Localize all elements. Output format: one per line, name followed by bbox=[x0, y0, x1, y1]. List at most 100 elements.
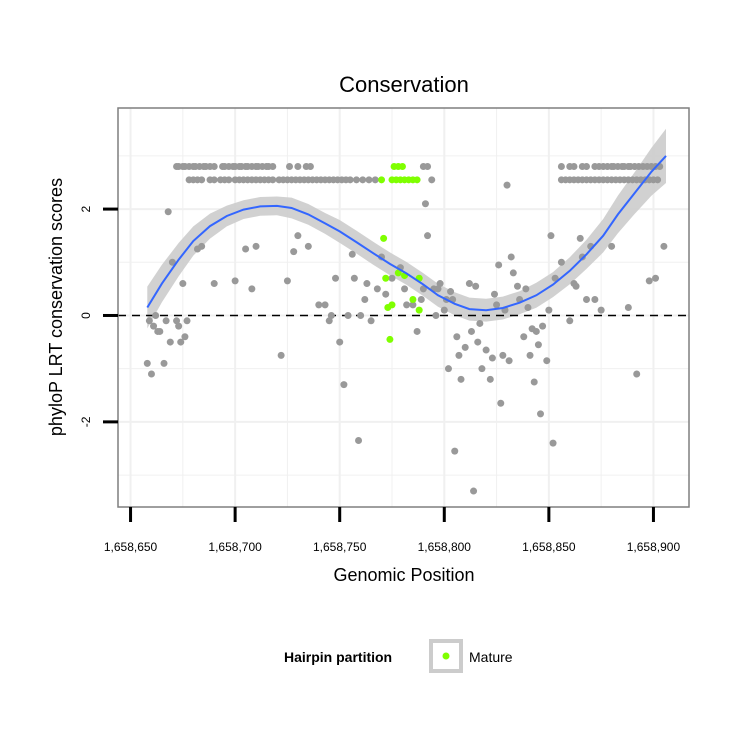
data-point bbox=[444, 365, 452, 373]
data-point bbox=[160, 359, 168, 367]
data-point bbox=[557, 258, 565, 266]
data-point bbox=[365, 176, 373, 184]
data-point bbox=[578, 253, 586, 261]
data-point bbox=[532, 327, 540, 335]
data-point bbox=[557, 163, 565, 171]
data-point bbox=[465, 280, 473, 288]
data-point bbox=[432, 311, 440, 319]
data-point bbox=[164, 208, 172, 216]
data-point bbox=[572, 282, 580, 290]
data-point bbox=[493, 301, 501, 309]
data-point bbox=[421, 200, 429, 208]
data-point bbox=[536, 410, 544, 418]
data-point bbox=[654, 176, 662, 184]
chart-title: Conservation bbox=[339, 72, 469, 97]
data-point bbox=[570, 163, 578, 171]
data-point bbox=[497, 399, 505, 407]
data-point bbox=[403, 301, 411, 309]
data-point bbox=[597, 306, 605, 314]
data-point bbox=[551, 274, 559, 282]
data-point bbox=[451, 447, 459, 455]
data-point bbox=[447, 288, 455, 296]
data-point bbox=[346, 176, 354, 184]
data-point-mature bbox=[409, 296, 417, 304]
data-point bbox=[152, 311, 160, 319]
data-point bbox=[576, 234, 584, 242]
data-point bbox=[482, 346, 490, 354]
data-point bbox=[419, 285, 427, 293]
data-point bbox=[476, 319, 484, 327]
data-point bbox=[488, 354, 496, 362]
data-point bbox=[591, 296, 599, 304]
data-point bbox=[461, 343, 469, 351]
y-tick-label: -2 bbox=[79, 416, 93, 427]
data-point bbox=[470, 487, 478, 495]
data-point bbox=[478, 365, 486, 373]
data-point bbox=[327, 311, 335, 319]
data-point bbox=[566, 317, 574, 325]
data-point bbox=[453, 333, 461, 341]
data-point bbox=[490, 290, 498, 298]
data-point bbox=[340, 381, 348, 389]
panel-border bbox=[117, 107, 690, 508]
data-point bbox=[524, 304, 532, 311]
legend-title: Hairpin partition bbox=[284, 649, 392, 665]
data-point-mature bbox=[388, 301, 396, 309]
data-point bbox=[336, 338, 344, 346]
data-point bbox=[361, 296, 369, 304]
data-point bbox=[145, 317, 153, 325]
data-point bbox=[286, 163, 294, 171]
data-point bbox=[143, 359, 151, 367]
data-point bbox=[290, 248, 298, 256]
data-point-mature bbox=[382, 274, 390, 282]
x-axis: 1,658,650 1,658,700 1,658,750 1,658,800 1,65… bbox=[104, 507, 680, 554]
data-point bbox=[306, 163, 314, 171]
x-tick-label: 1,658,850 bbox=[522, 540, 576, 554]
data-point bbox=[474, 338, 482, 346]
data-point bbox=[652, 274, 660, 282]
data-point bbox=[633, 370, 641, 378]
x-tick-label: 1,658,800 bbox=[418, 540, 472, 554]
smooth-curve bbox=[146, 155, 667, 312]
data-point bbox=[248, 285, 256, 293]
data-point bbox=[417, 296, 425, 304]
data-point bbox=[269, 176, 277, 184]
data-point bbox=[357, 311, 365, 319]
data-point bbox=[499, 351, 507, 359]
data-point bbox=[304, 242, 312, 250]
data-point bbox=[424, 232, 432, 240]
data-point bbox=[269, 163, 277, 171]
data-point bbox=[350, 274, 358, 282]
data-point bbox=[210, 176, 218, 184]
data-point bbox=[608, 242, 616, 250]
data-point bbox=[495, 261, 503, 269]
data-point bbox=[373, 285, 381, 293]
data-point bbox=[486, 375, 494, 383]
data-point bbox=[359, 176, 367, 184]
data-point bbox=[181, 333, 189, 341]
data-point bbox=[177, 338, 185, 346]
data-point bbox=[549, 439, 557, 447]
data-point bbox=[352, 176, 360, 184]
data-point bbox=[434, 285, 442, 293]
data-point bbox=[388, 274, 396, 282]
data-point bbox=[231, 277, 239, 285]
data-point bbox=[507, 253, 515, 261]
y-tick-label: 0 bbox=[79, 312, 93, 319]
data-point bbox=[467, 327, 475, 335]
data-point bbox=[294, 163, 302, 171]
data-point bbox=[168, 258, 176, 266]
x-tick-label: 1,658,750 bbox=[313, 540, 367, 554]
data-point bbox=[401, 285, 409, 293]
data-point bbox=[156, 327, 164, 335]
data-point bbox=[183, 317, 191, 325]
data-point bbox=[348, 250, 356, 258]
data-point bbox=[440, 306, 448, 314]
data-points bbox=[143, 163, 668, 495]
data-point bbox=[534, 341, 542, 349]
data-point bbox=[210, 163, 218, 171]
data-point bbox=[583, 163, 591, 171]
data-point-mature bbox=[394, 269, 402, 277]
data-point bbox=[175, 322, 183, 330]
